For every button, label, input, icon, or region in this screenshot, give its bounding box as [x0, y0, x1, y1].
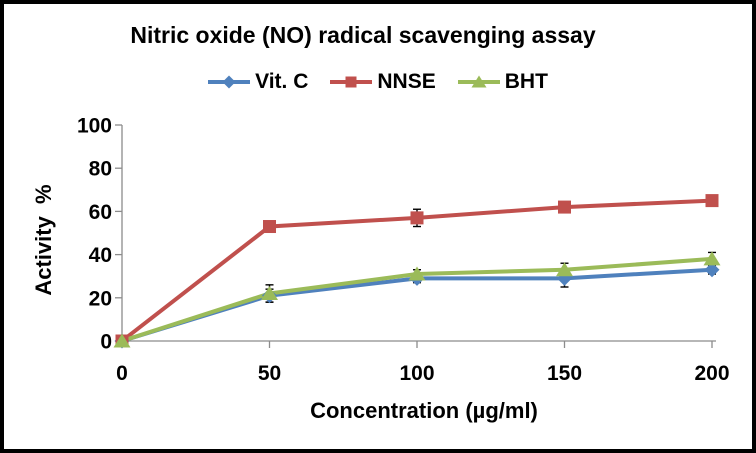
series-markers-2	[113, 251, 721, 348]
legend-label-nnse: NNSE	[377, 70, 436, 93]
triangle-marker-icon	[556, 262, 573, 277]
plot-area: 0 20 40 60 80 100 0 50 100 150 200	[77, 115, 730, 386]
legend-label-bht: BHT	[504, 70, 548, 93]
y-tick-label: 40	[89, 244, 112, 267]
square-marker-icon	[558, 200, 571, 214]
legend: Vit. C NNSE BHT	[4, 70, 752, 94]
legend-item-vitc: Vit. C	[208, 70, 308, 94]
diamond-marker-icon	[222, 75, 236, 89]
x-tick-label: 50	[258, 362, 281, 385]
legend-item-bht: BHT	[457, 70, 548, 94]
x-tick-label: 100	[399, 362, 434, 385]
y-tick-label: 100	[77, 115, 112, 138]
x-tick-label: 150	[547, 362, 582, 385]
square-marker-icon	[410, 211, 424, 225]
diamond-marker-icon	[208, 75, 251, 89]
square-marker-icon	[705, 194, 719, 208]
chart-title: Nitric oxide (NO) radical scavenging ass…	[130, 22, 596, 48]
triangle-marker-icon	[457, 75, 500, 88]
legend-label-vitc: Vit. C	[255, 70, 309, 93]
square-marker-icon	[263, 220, 276, 234]
y-tick-label: 0	[100, 331, 112, 354]
x-axis-title: Concentration (µg/ml)	[310, 398, 538, 423]
y-tick-label: 60	[89, 201, 112, 224]
diamond-marker-icon	[704, 262, 720, 278]
x-tick-label: 200	[694, 362, 729, 385]
y-tick-label: 80	[89, 158, 112, 181]
legend-item-nnse: NNSE	[330, 70, 436, 94]
triangle-marker-icon	[471, 75, 487, 88]
y-tick-label: 20	[89, 287, 112, 310]
square-marker-icon	[330, 76, 373, 88]
x-tick-label: 0	[116, 362, 128, 385]
square-marker-icon	[345, 76, 357, 88]
triangle-marker-icon	[261, 285, 278, 300]
triangle-marker-icon	[408, 266, 426, 281]
triangle-marker-icon	[113, 333, 131, 348]
triangle-marker-icon	[703, 251, 721, 266]
